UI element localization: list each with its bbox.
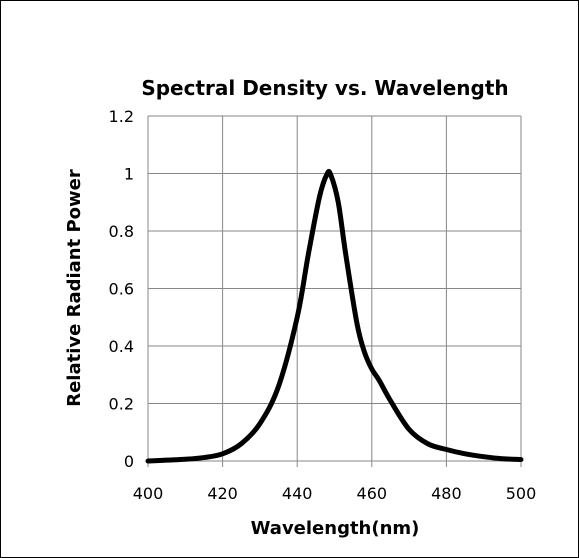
y-tick-label: 0: [124, 452, 134, 471]
y-tick-label: 0.8: [109, 222, 134, 241]
y-tick-label: 0.4: [109, 337, 134, 356]
x-tick-label: 500: [506, 484, 537, 503]
y-tick-label: 0.2: [109, 395, 134, 414]
y-tick-labels: 0 0.2 0.4 0.6 0.8 1 1.2: [109, 107, 134, 471]
y-tick-label: 1.2: [109, 107, 134, 126]
x-tick-label: 440: [282, 484, 313, 503]
series-line: [145, 168, 524, 464]
x-tick-label: 420: [207, 484, 238, 503]
y-tick-label: 1: [124, 165, 134, 184]
gridlines: [148, 115, 522, 461]
x-tick-label: 400: [133, 484, 164, 503]
x-axis-label: Wavelength(nm): [251, 518, 420, 539]
y-axis-label: Relative Radiant Power: [64, 169, 85, 407]
y-tick-label: 0.6: [109, 280, 134, 299]
x-tick-label: 480: [431, 484, 462, 503]
series-lines: [145, 168, 524, 464]
x-tick-labels: 400 420 440 460 480 500: [133, 484, 537, 503]
chart-title: Spectral Density vs. Wavelength: [141, 76, 508, 100]
x-tick-label: 460: [357, 484, 388, 503]
axes: [147, 116, 522, 467]
